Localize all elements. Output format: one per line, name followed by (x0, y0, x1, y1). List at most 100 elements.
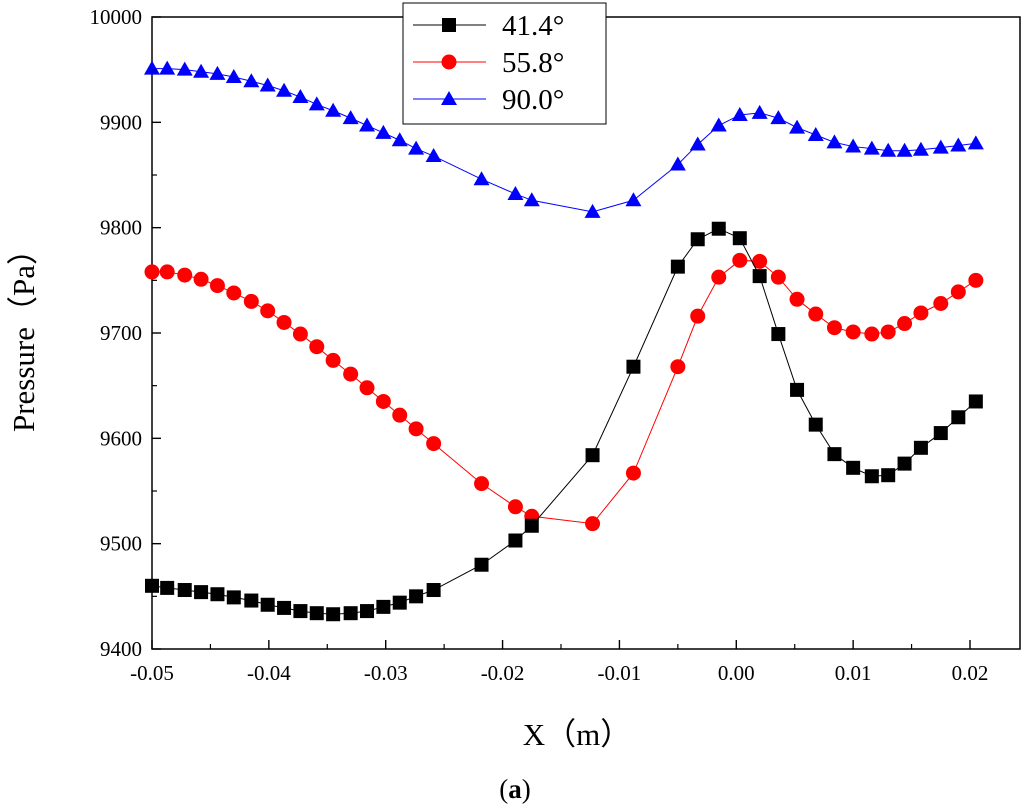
square-data-point (277, 600, 292, 615)
circle-data-point (325, 352, 341, 368)
triangle-data-point (325, 102, 342, 117)
square-data-point (177, 583, 192, 598)
y-tick-label: 9600 (100, 426, 142, 450)
square-data-point (194, 585, 209, 600)
square-data-point (968, 394, 983, 409)
circle-data-point (309, 339, 325, 355)
triangle-data-point (896, 142, 913, 157)
circle-data-point (474, 476, 490, 492)
legend-items: 41.4° 55.8° 90.0° (413, 10, 564, 116)
triangle-data-point (751, 104, 768, 119)
circle-data-point (789, 291, 805, 307)
y-tick-label: 9900 (100, 110, 142, 134)
square-data-point (790, 382, 805, 397)
legend-label: 41.4° (502, 10, 564, 42)
square-data-point (626, 359, 641, 374)
x-tick-label: 0.01 (835, 661, 872, 685)
legend-item: 41.4° (413, 10, 564, 42)
square-data-point (808, 417, 823, 432)
triangle-data-point (342, 110, 359, 125)
triangle-data-point (523, 192, 540, 207)
square-data-point (670, 259, 685, 274)
circle-data-point (670, 359, 686, 375)
circle-data-point (392, 407, 408, 423)
square-data-point (524, 518, 539, 533)
triangle-data-point (789, 119, 806, 134)
triangle-data-point (225, 69, 242, 84)
y-tick-label: 9700 (100, 321, 142, 345)
triangle-data-point (845, 138, 862, 153)
circle-data-point (864, 326, 880, 342)
square-data-point (392, 595, 407, 610)
circle-data-point (276, 314, 292, 330)
square-data-point (376, 599, 391, 614)
triangle-data-point (807, 126, 824, 141)
square-data-point (360, 604, 375, 619)
circle-data-point (209, 278, 225, 294)
legend-box (402, 2, 607, 125)
triangle-data-point (209, 65, 226, 80)
square-data-point (260, 597, 275, 612)
series-circle-line (152, 259, 977, 525)
x-tick-label: -0.05 (130, 661, 174, 685)
triangle-data-point (507, 185, 524, 200)
square-data-point (846, 460, 861, 475)
circle-data-point (968, 272, 984, 288)
triangle-data-point (863, 140, 880, 155)
circle-data-point (732, 252, 748, 268)
legend: 41.4° 55.8° 90.0° (402, 2, 607, 125)
square-data-point (343, 606, 358, 621)
circle-data-point (426, 436, 442, 452)
triangle-data-point (932, 139, 949, 154)
x-tick-label: 0.02 (952, 661, 989, 685)
triangle-data-point (770, 110, 787, 125)
triangle-data-point (391, 132, 408, 147)
square-data-point (951, 410, 966, 425)
square-data-point (145, 578, 159, 593)
x-tick-label: 0.00 (718, 661, 755, 685)
square-data-point (293, 604, 308, 619)
circle-data-point (933, 296, 949, 312)
circle-data-point (243, 293, 259, 309)
y-axis-title: Pressure（Pa） (6, 234, 41, 432)
circle-data-point (193, 271, 209, 287)
legend-marker-square (442, 18, 456, 32)
circle-data-point (826, 320, 842, 336)
triangle-data-point (359, 117, 376, 132)
circle-data-point (897, 316, 913, 332)
triangle-data-point (826, 134, 843, 149)
square-data-point (752, 269, 767, 284)
circle-data-point (144, 264, 160, 280)
x-axis-title: X（m） (523, 717, 632, 752)
circle-data-point (159, 264, 175, 280)
caption-close-paren: ) (522, 774, 531, 804)
triangle-data-point (967, 135, 984, 150)
triangle-data-point (243, 73, 260, 88)
square-data-point (881, 468, 896, 483)
circle-data-point (359, 380, 375, 396)
series-layer (144, 60, 984, 622)
triangle-data-point (473, 171, 490, 186)
x-tick-label: -0.02 (481, 661, 525, 685)
legend-item: 90.0° (413, 84, 564, 116)
circle-data-point (845, 324, 861, 340)
circle-data-point (950, 284, 966, 300)
triangle-data-point (425, 148, 442, 163)
triangle-data-point (375, 124, 392, 139)
square-data-point (711, 221, 726, 236)
square-data-point (160, 580, 175, 595)
square-data-point (864, 469, 879, 484)
circle-data-point (690, 308, 706, 324)
y-tick-label: 9800 (100, 216, 142, 240)
square-data-point (771, 327, 786, 342)
circle-data-point (507, 499, 523, 515)
triangle-data-point (584, 203, 601, 218)
square-data-point (508, 533, 523, 548)
square-data-point (326, 607, 341, 622)
circle-data-point (260, 303, 276, 319)
triangle-data-point (950, 137, 967, 152)
triangle-data-point (880, 142, 897, 157)
square-data-point (933, 426, 948, 441)
legend-label: 90.0° (502, 84, 564, 116)
